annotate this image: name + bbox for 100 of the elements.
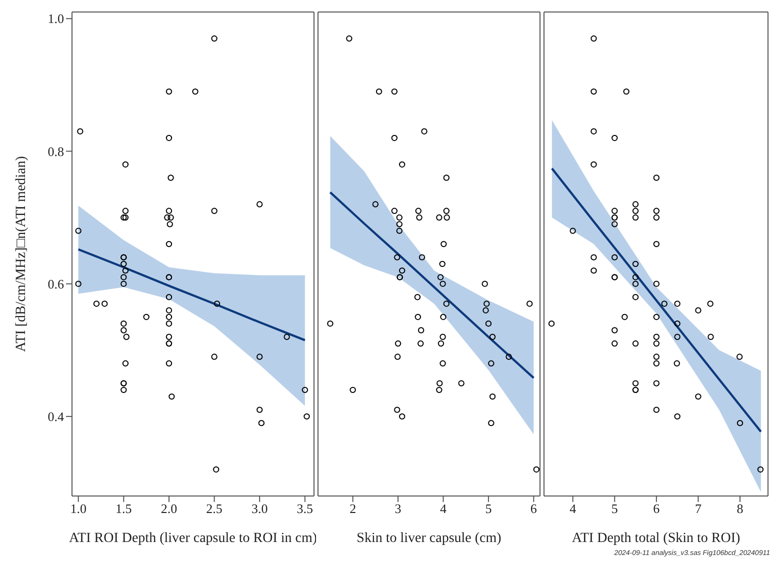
point [736,354,743,360]
point [168,214,174,221]
x-tick-label: 6 [653,501,660,516]
point [192,88,198,95]
point [120,386,127,394]
point [506,354,512,360]
point [418,340,424,347]
x-axis-title: Skin to liver capsule (cm) [356,531,502,546]
point [256,406,263,413]
point [443,208,450,214]
point [440,360,446,366]
point [444,214,450,221]
point [653,280,660,287]
y-tick-label: 0.4 [48,409,64,424]
point [440,280,446,287]
point [166,134,172,142]
point [653,340,660,347]
point [590,161,597,168]
point [674,334,680,340]
point [166,307,172,314]
point [590,128,597,134]
point [168,393,175,400]
point [632,260,639,268]
point [653,208,660,214]
point [350,386,356,394]
point [489,334,496,340]
point [166,360,172,366]
point [258,420,265,426]
point [214,300,220,307]
point [632,380,639,386]
point [440,334,446,340]
point [75,280,82,287]
point [482,307,489,314]
point [166,320,172,327]
x-tick-label: 6 [530,501,538,516]
point [622,314,628,320]
point [256,354,263,360]
point [256,201,263,208]
point [399,161,406,168]
x-tick-label: 7 [694,501,702,516]
point [443,174,450,181]
point [120,280,127,287]
point [485,320,492,327]
point [391,88,398,95]
point [653,360,660,366]
x-tick-label: 1.5 [116,501,132,516]
x-tick-label: 5 [611,501,618,516]
point [437,274,444,280]
point [695,393,702,400]
point [213,466,220,473]
point [418,254,426,260]
point [122,214,129,221]
point [632,208,639,214]
point [394,406,400,413]
point [166,334,172,340]
point [661,300,668,307]
point [436,380,443,386]
point [612,327,618,334]
point [102,300,108,307]
point [415,208,422,214]
point [166,240,172,248]
x-tick-label: 4 [440,501,447,516]
point [612,134,618,142]
y-tick-label: 0.8 [48,144,64,159]
point [757,466,764,473]
point [120,327,127,334]
point [396,214,402,221]
point [166,294,172,300]
point [623,88,630,95]
point [674,360,680,366]
point [632,294,639,300]
point [372,201,379,208]
point [120,214,127,221]
point [122,267,129,274]
point [653,380,660,386]
point [122,161,129,168]
point [653,214,660,221]
point [391,134,398,142]
point [346,35,352,42]
point [302,386,308,394]
point [376,88,382,95]
y-axis-title: ATI [dB/cm/MHz]□n(ATI median) [14,156,29,352]
point [612,208,618,214]
point [488,360,494,366]
point [653,334,660,340]
point [458,380,464,386]
point [438,340,444,347]
point [526,300,533,307]
point [489,393,496,400]
x-tick-label: 4 [570,501,577,516]
point [674,413,680,420]
point [653,406,660,413]
point [394,254,400,260]
point [211,208,218,214]
point [612,221,618,228]
point [211,35,218,42]
x-axis-title: ATI Depth total (Skin to ROI) [572,531,741,546]
point [120,274,127,280]
point [394,340,402,347]
point [123,334,130,340]
